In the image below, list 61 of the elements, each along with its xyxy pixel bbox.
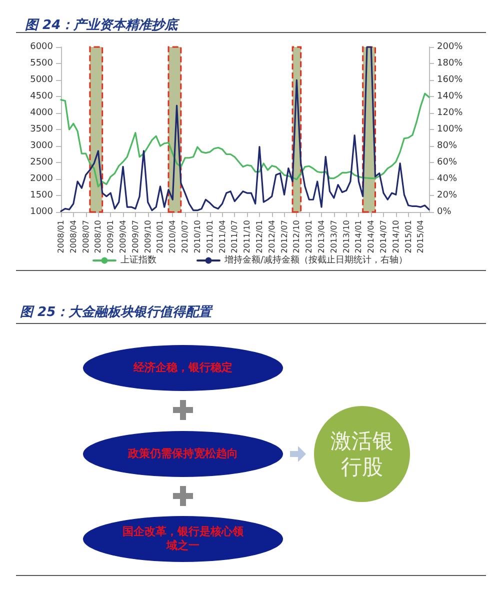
x-tick-label: 2014/07 (379, 220, 388, 254)
x-tick-label: 2010/01 (156, 220, 165, 254)
x-tick-label: 2014/01 (354, 220, 364, 254)
x-tick-label: 2014/04 (366, 220, 376, 254)
x-tick-label: 2009/04 (118, 220, 128, 254)
y-tick-label: 3500 (30, 124, 54, 134)
x-tick-label: 2013/04 (316, 220, 326, 254)
x-tick-label: 2014/10 (391, 220, 400, 254)
line-series (60, 92, 430, 188)
x-tick-label: 2012/01 (254, 220, 264, 254)
y-tick-label: 6000 (30, 42, 54, 52)
x-tick-label: 2011/04 (218, 220, 227, 254)
circle: 激活银行股 (314, 406, 410, 502)
y2-tick-label: 120% (437, 108, 464, 118)
x-tick-label: 2008/01 (56, 220, 66, 254)
x-tick-label: 2012/04 (267, 220, 276, 254)
x-tick-label: 2010/04 (168, 220, 178, 254)
oval: 经济企稳，银行稳定 (83, 345, 283, 391)
x-tick-label: 2008/07 (81, 220, 90, 254)
y2-tick-label: 200% (437, 42, 464, 52)
x-tick-label: 2012/07 (280, 220, 289, 254)
x-tick-label: 2009/10 (143, 220, 152, 254)
x-tick-label: 2008/04 (68, 220, 78, 254)
y-tick-label: 1500 (30, 190, 54, 200)
y2-tick-label: 180% (437, 58, 464, 68)
text: 图 25：大金融板块银行值得配置 (20, 304, 212, 321)
x-tick-label: 2008/10 (94, 220, 103, 254)
legend-label: 增持金额/减持金额（按截止日期统计，右轴） (223, 254, 408, 266)
x-tick-label: 2009/07 (130, 220, 140, 254)
y2-tick-label: 40% (437, 174, 458, 184)
y2-tick-label: 80% (437, 141, 458, 151)
y-tick-label: 2000 (30, 174, 54, 184)
y-tick-label: 4000 (30, 108, 54, 118)
y-tick-label: 5000 (30, 75, 54, 85)
y-tick-label: 4500 (30, 92, 54, 102)
x-tick-label: 2013/10 (342, 220, 351, 254)
x-tick-label: 2015/01 (404, 220, 413, 254)
chart-title: 图 24：产业资本精准抄底 (25, 17, 181, 33)
x-tick-label: 2011/10 (242, 220, 252, 254)
y2-tick-label: 0% (437, 207, 452, 217)
x-tick-label: 2012/10 (292, 220, 302, 254)
y2-tick-label: 20% (437, 190, 458, 200)
y-tick-label: 1000 (30, 207, 54, 217)
y2-tick-label: 100% (437, 124, 464, 134)
x-tick-label: 2015/04 (416, 220, 426, 254)
y-tick-label: 2500 (30, 158, 54, 168)
y-tick-label: 3000 (30, 141, 54, 151)
x-tick-label: 2010/10 (192, 220, 202, 254)
x-tick-label: 2011/07 (230, 220, 240, 254)
x-tick-label: 2010/07 (180, 220, 190, 254)
y2-tick-label: 140% (437, 92, 464, 102)
x-tick-label: 2013/01 (304, 220, 314, 254)
y2-tick-label: 60% (437, 158, 458, 168)
oval: 政策仍需保持宽松趋向 (83, 431, 283, 477)
x-tick-label: 2011/01 (205, 220, 214, 254)
x-tick-label: 2009/01 (106, 220, 116, 254)
legend-label: 上证指数 (120, 254, 156, 266)
y2-tick-label: 160% (437, 75, 464, 85)
x-tick-label: 2013/07 (329, 220, 338, 254)
y-tick-label: 5500 (30, 58, 54, 68)
oval: 国企改革，银行是核心领域之一 (83, 516, 283, 562)
